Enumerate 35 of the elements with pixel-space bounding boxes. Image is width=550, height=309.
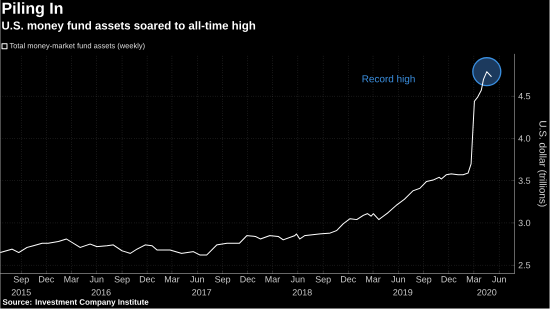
x-tick-label: Mar: [266, 276, 280, 283]
x-tick-label: Mar: [64, 276, 79, 283]
x-tick-label: Jun: [190, 276, 204, 283]
x-tick-label: Jun: [90, 276, 104, 283]
y-axis-title: U.S. dollar (trillions): [537, 121, 547, 207]
y-tick-label: 4.5: [518, 93, 530, 100]
x2-tick-label: 2018: [292, 289, 312, 296]
x-tick-label: Mar: [164, 276, 180, 283]
x-tick-label: Dec: [240, 276, 256, 283]
x-tick-label: Dec: [341, 276, 356, 283]
x-tick-label: Dec: [442, 276, 457, 283]
x-tick-label: Jun: [290, 276, 304, 283]
x2-tick-label: 2016: [92, 289, 111, 296]
chart-title: Piling In: [2, 2, 62, 18]
x-tick-label: Mar: [366, 276, 381, 283]
x-tick-label: Mar: [466, 276, 482, 283]
y-tick-label: 4.0: [518, 135, 530, 142]
y-tick-label: 2.5: [518, 262, 530, 269]
x2-tick-label: 2017: [192, 289, 212, 296]
x2-tick-label: 2019: [393, 289, 412, 296]
x2-tick-label: 2015: [12, 289, 31, 296]
y-tick-label: 3.0: [518, 220, 530, 226]
x-tick-label: Dec: [140, 276, 155, 283]
x2-tick-label: 2020: [477, 289, 496, 296]
chart-subtitle: U.S. money fund assets soared to all-time high: [2, 21, 256, 32]
x-tick-label: Jun: [492, 276, 506, 283]
x-tick-label: Sep: [14, 276, 29, 284]
x-tick-label: Sep: [316, 276, 331, 284]
annotation: Record high: [362, 75, 415, 84]
y-tick-label: 3.5: [518, 178, 530, 184]
x-tick-label: Jun: [391, 276, 406, 283]
x-tick-label: Sep: [114, 276, 130, 284]
x-tick-label: Sep: [215, 276, 230, 284]
x-tick-label: Sep: [416, 276, 432, 284]
x-tick-label: Dec: [39, 276, 54, 283]
